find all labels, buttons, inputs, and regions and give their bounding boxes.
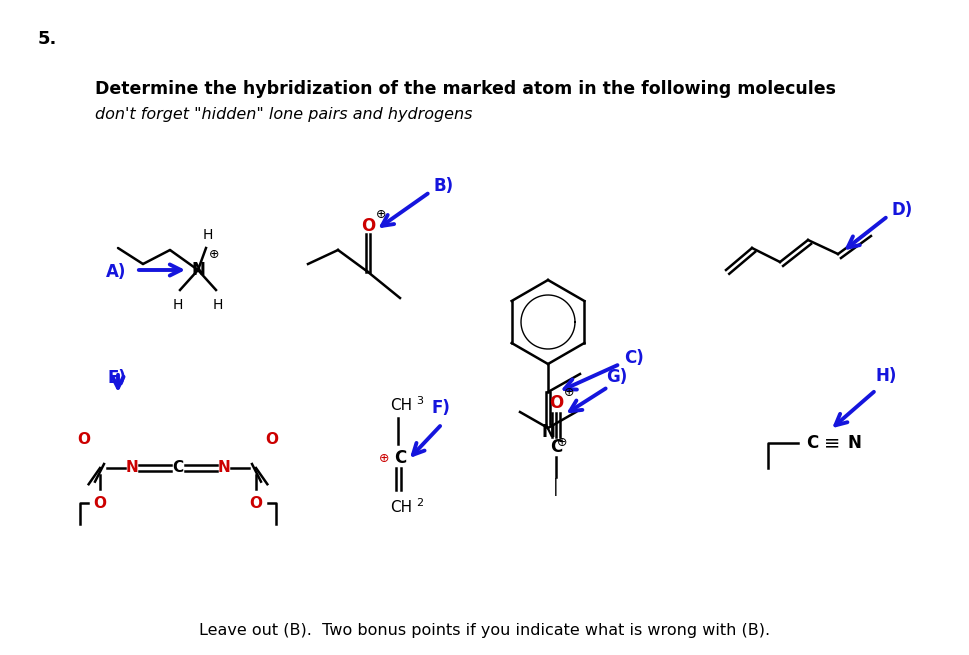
Text: C: C — [393, 449, 406, 467]
Text: C: C — [172, 460, 183, 476]
Text: O: O — [78, 432, 90, 447]
Text: ⊕: ⊕ — [375, 208, 386, 221]
Text: N: N — [846, 434, 860, 452]
Text: N: N — [541, 423, 554, 441]
Text: G): G) — [606, 368, 627, 386]
Text: N: N — [217, 460, 231, 476]
Text: O: O — [360, 217, 375, 235]
Text: A): A) — [106, 263, 126, 281]
Text: N: N — [191, 261, 204, 279]
Text: ⊕: ⊕ — [378, 451, 389, 464]
Text: C: C — [549, 438, 562, 456]
Text: Leave out (B).  Two bonus points if you indicate what is wrong with (B).: Leave out (B). Two bonus points if you i… — [200, 622, 769, 637]
Text: C: C — [805, 434, 817, 452]
Text: CH: CH — [390, 500, 412, 515]
Text: 2: 2 — [416, 498, 422, 508]
Text: |: | — [552, 478, 558, 496]
Text: 5.: 5. — [38, 30, 57, 48]
Text: O: O — [266, 432, 278, 447]
Text: H: H — [203, 228, 213, 242]
Text: H: H — [212, 298, 223, 312]
Text: ⊕: ⊕ — [556, 436, 567, 449]
Text: ⊕: ⊕ — [208, 248, 219, 261]
Text: E): E) — [108, 369, 127, 387]
Text: F): F) — [431, 399, 451, 417]
Text: don't forget "hidden" lone pairs and hydrogens: don't forget "hidden" lone pairs and hyd… — [95, 107, 472, 122]
Text: O: O — [93, 495, 107, 510]
Text: N: N — [126, 460, 139, 476]
Text: O: O — [249, 495, 263, 510]
Text: 3: 3 — [416, 396, 422, 406]
Text: H: H — [172, 298, 183, 312]
Text: ≡: ≡ — [823, 434, 839, 453]
Text: C): C) — [623, 349, 643, 367]
Text: CH: CH — [390, 398, 412, 413]
Text: O: O — [548, 394, 563, 412]
Text: ⊕: ⊕ — [563, 386, 574, 398]
Text: D): D) — [891, 201, 912, 219]
Text: H): H) — [875, 367, 896, 385]
Text: Determine the hybridization of the marked atom in the following molecules: Determine the hybridization of the marke… — [95, 80, 835, 98]
Text: B): B) — [433, 177, 453, 195]
